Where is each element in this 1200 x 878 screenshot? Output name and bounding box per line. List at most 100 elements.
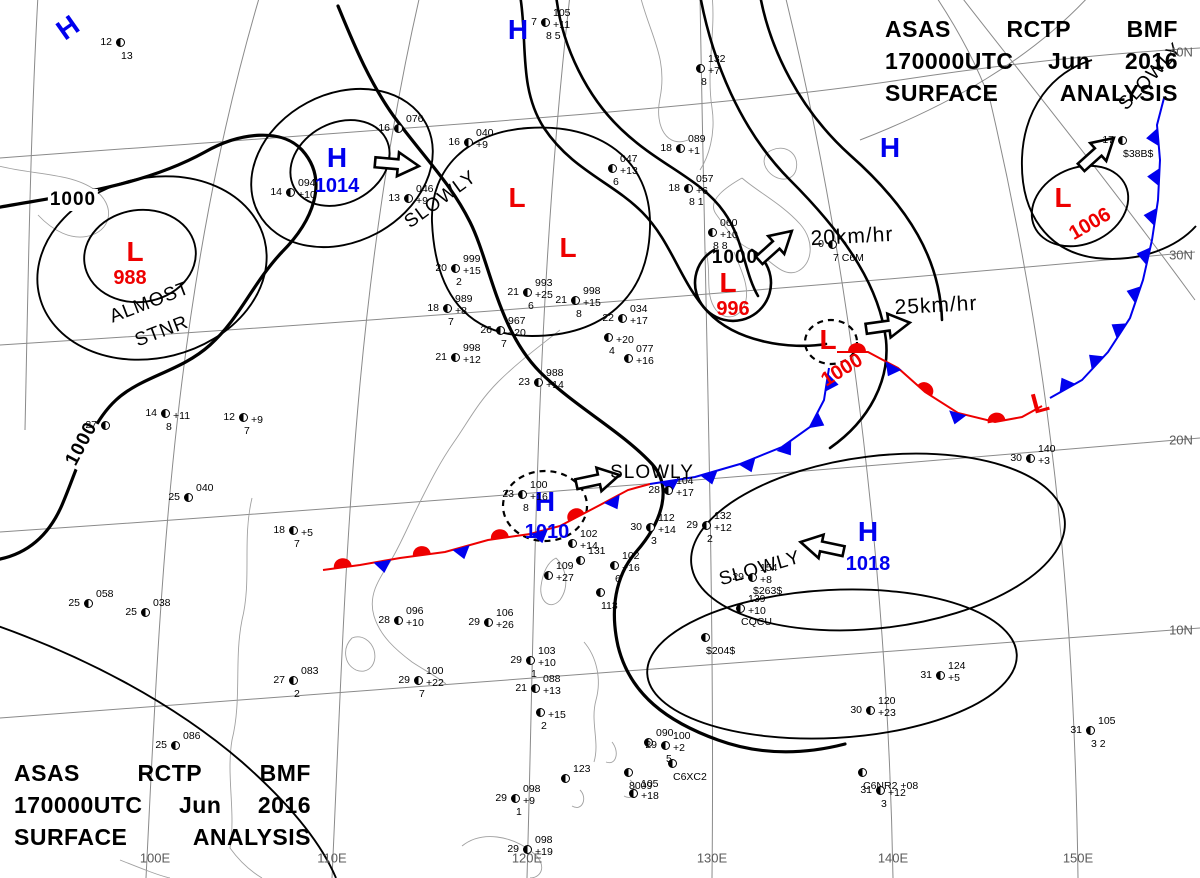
pressure-center-value: 1014 [314,175,360,197]
station-c: +20 [508,327,526,339]
station-dot [116,38,125,47]
station-p: 098 [523,783,541,795]
station-p: 096 [406,605,424,617]
station-t: 29 [732,571,744,583]
station-p: 109 [556,560,574,572]
title-word: ASAS [885,16,951,42]
station-t: 30 [630,521,642,533]
station-dot [676,144,685,153]
pressure-center-l: L [819,324,837,355]
station-w: 7 [294,538,300,550]
station-dot [511,794,520,803]
station-t: 25 [68,597,80,609]
station-w: 1 [516,806,522,818]
station-p: 098 [535,834,553,846]
station-dot [664,486,673,495]
station-dot [646,523,655,532]
station-w: 2 [707,533,713,545]
station-t: 30 [850,704,862,716]
station-c: +10 [298,189,316,201]
station-p: 132 [708,53,726,65]
station-w: 8 [523,502,529,514]
map-label: 1000 [711,247,759,268]
warm-front-symbol [917,382,934,397]
title-word: 2016 [257,792,311,818]
front-cold [1049,97,1165,399]
title-line: 170000UTC Jun 2016 [885,48,1178,80]
station-w: 7 [501,338,507,350]
station-t: 0 [818,238,824,250]
station-dot [394,124,403,133]
station-w: 1 [531,668,537,680]
station-w: 3 [881,798,887,810]
station-p: 140 [1038,443,1056,455]
station-dot [571,296,580,305]
cold-front-symbol [373,559,392,573]
title-word: Jun [178,792,222,818]
station-t: 28 [648,484,660,496]
station-dot [404,194,413,203]
station-p: 123 [573,763,591,775]
title-word: SURFACE [885,80,999,106]
station-c: +16 [622,562,640,574]
station-c: +14 [546,379,564,391]
station-t: 21 [555,294,567,306]
pressure-center-l: L [1054,182,1072,213]
station-p: 993 [535,277,553,289]
station-p: 100 [530,479,548,491]
title-line: ASAS RCTP BMF [885,16,1178,48]
title-line: SURFACE ANALYSIS [14,824,311,856]
coastlines [0,0,811,878]
station-dot [451,264,460,273]
movement-arrow [1075,136,1116,173]
station-w: 6 [613,176,619,188]
station-p: 034 [630,303,648,315]
station-dot [161,409,170,418]
station-dot [534,378,543,387]
pressure-center-h: H [534,486,556,517]
station-c: +9 [416,195,428,207]
station-dot [748,573,757,582]
pressure-center-value: 1006 [1065,203,1115,245]
title-line: ASAS RCTP BMF [14,760,311,792]
station-dot [289,676,298,685]
warm-front-symbol [848,343,866,352]
dashed-circles [501,318,859,543]
station-c: +9 [476,139,488,151]
station-p: 060 [720,217,738,229]
station-c: +12 [888,787,906,799]
station-p: 046 [416,183,434,195]
station-t: 27 [273,674,285,686]
station-p: 967 [508,315,526,327]
warm-front-symbol [333,558,352,569]
station-t: 12 [100,36,112,48]
station-t: 22 [602,312,614,324]
station-c: +5 [301,527,313,539]
station-t: 29 [507,843,519,855]
cold-front-symbol [1136,247,1151,265]
station-p: 105 [1098,715,1116,727]
station-t: 18 [427,302,439,314]
movement-arrow [753,229,794,266]
station-w: 7 [448,316,454,328]
station-t: 12 [223,411,235,423]
station-p: 100 [673,730,691,742]
title-word: BMF [259,760,311,786]
station-p: 094 [298,177,316,189]
cold-front-symbol [885,361,902,377]
title-word: RCTP [1006,16,1072,42]
station-t: 14 [270,186,282,198]
movement-arrow [864,311,913,340]
station-c: +16 [636,355,654,367]
station-w: 8009 [629,780,653,792]
station-c: +14 [658,524,676,536]
station-dot [239,413,248,422]
cold-front-symbol [776,440,792,456]
axis-label-longitude: 110E [317,850,347,866]
warm-front-symbol [987,412,1006,424]
cold-front-symbol [1143,207,1157,226]
station-c: +14 [580,540,598,552]
station-c: +10 [748,605,766,617]
fronts-and-arrows [322,97,1165,573]
